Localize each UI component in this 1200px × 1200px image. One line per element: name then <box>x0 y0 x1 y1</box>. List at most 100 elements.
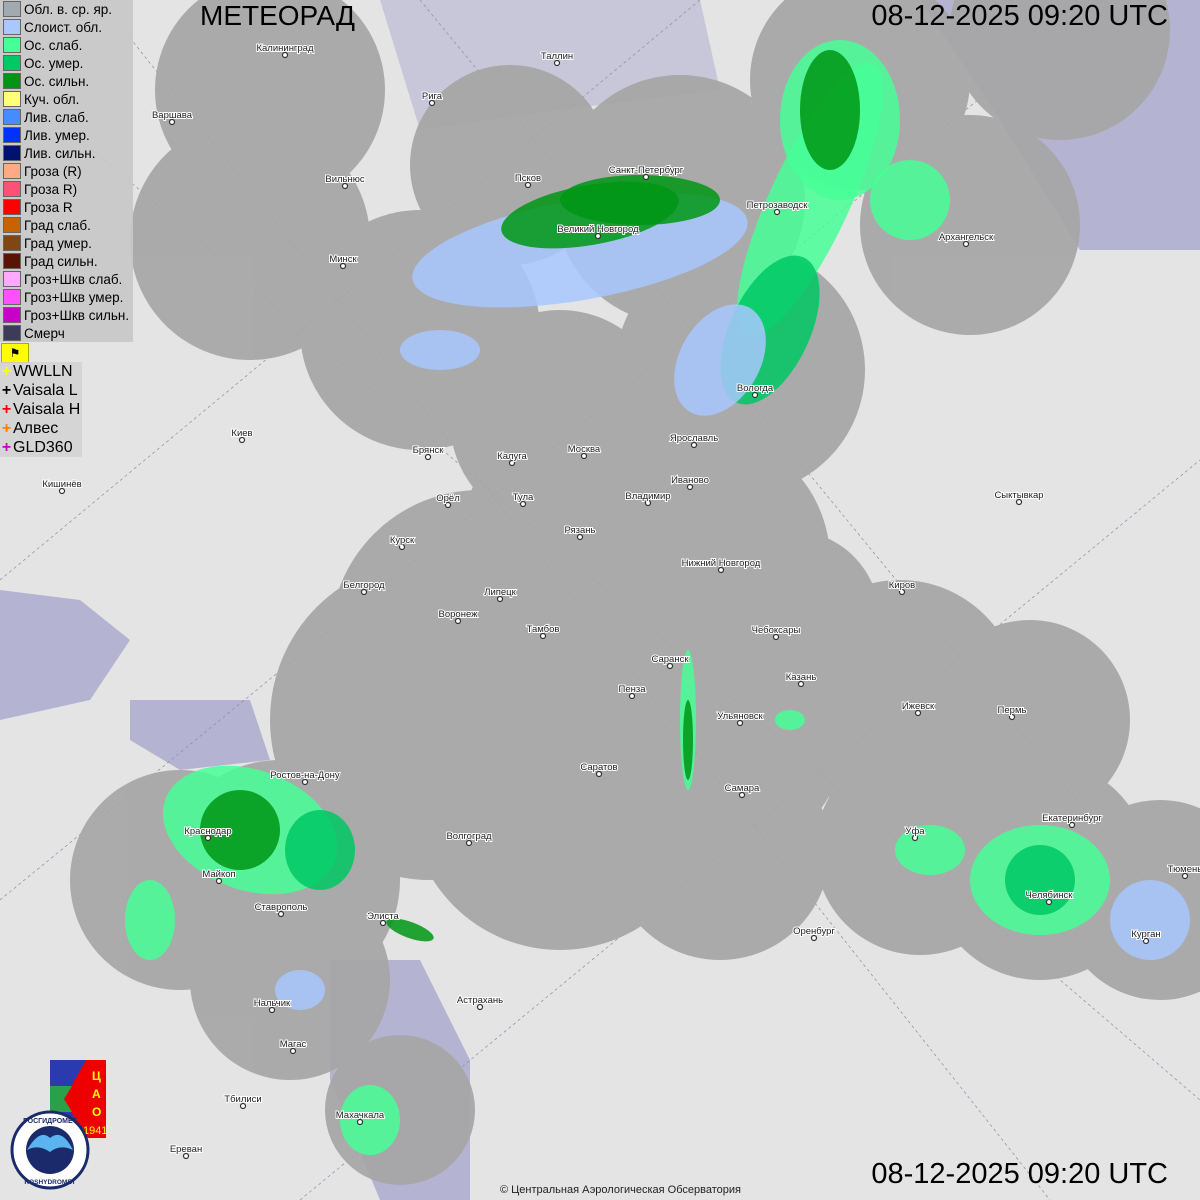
legend-item: Обл. в. ср. яр. <box>0 0 133 18</box>
radar-coverage-circle <box>700 530 880 710</box>
city-marker: Элиста <box>366 910 401 927</box>
city-marker: Пенза <box>618 683 647 700</box>
city-label: Вологда <box>737 383 774 394</box>
legend-swatch <box>3 55 21 71</box>
city-marker: Нальчик <box>253 997 292 1014</box>
lightning-cross-icon: + <box>1 381 12 399</box>
city-label: Киев <box>231 428 252 439</box>
city-marker: Казань <box>785 671 817 688</box>
city-label: Курск <box>390 535 415 546</box>
city-marker: Орёл <box>435 492 461 509</box>
city-marker: Иваново <box>670 474 710 491</box>
city-label: Самара <box>725 783 760 794</box>
precipitation-echo <box>200 790 280 870</box>
legend-swatch <box>3 73 21 89</box>
city-label: Варшава <box>152 110 193 121</box>
city-dot <box>356 1118 364 1126</box>
legend-label: Гроза R <box>24 199 73 215</box>
legend-item: Гроз+Шкв умер. <box>0 288 133 306</box>
city-label: Вильнюс <box>325 174 365 185</box>
city-marker: Санкт-Петербург <box>608 164 685 181</box>
city-label: Тамбов <box>527 624 560 635</box>
city-dot <box>289 1047 297 1055</box>
city-dot <box>738 791 746 799</box>
legend-item: Гроза R <box>0 198 133 216</box>
precipitation-echo <box>285 810 355 890</box>
city-marker: Тамбов <box>526 623 560 640</box>
precipitation-echo <box>800 50 860 170</box>
legend-item: Смерч <box>0 324 133 342</box>
city-dot <box>1142 937 1150 945</box>
city-label: Уфа <box>905 826 925 837</box>
city-label: Казань <box>786 672 817 683</box>
legend-label: Гроз+Шкв умер. <box>24 289 124 305</box>
city-marker: Ростов-на-Дону <box>269 769 341 786</box>
city-marker: Нижний Новгород <box>681 557 762 574</box>
legend-label: Гроз+Шкв сильн. <box>24 307 130 323</box>
city-label: Владимир <box>625 491 670 502</box>
legend-label: Ос. слаб. <box>24 37 83 53</box>
lightning-source: + GLD360 <box>0 438 82 457</box>
city-label: Рязань <box>564 525 595 536</box>
city-labels: Калининград Таллин Рига Варшава Вильнюс Псков… <box>41 42 1200 1160</box>
city-marker: Псков <box>514 172 542 189</box>
city-dot <box>644 499 652 507</box>
city-marker: Таллин <box>540 50 574 67</box>
legend-item: Ос. слаб. <box>0 36 133 54</box>
city-marker: Петрозаводск <box>746 199 809 216</box>
legend-swatch <box>3 307 21 323</box>
city-marker: Курск <box>389 534 416 551</box>
city-label: Ереван <box>170 1144 202 1155</box>
lightning-source: + Vaisala L <box>0 381 82 400</box>
city-marker: Саратов <box>579 761 619 778</box>
city-label: Санкт-Петербург <box>609 165 684 176</box>
flag-icon[interactable]: ⚑ <box>1 343 29 363</box>
city-dot <box>1015 498 1023 506</box>
lightning-label: Vaisala H <box>13 400 81 418</box>
timestamp-bottom: 08-12-2025 09:20 UTC <box>871 1158 1168 1190</box>
legend-swatch <box>3 217 21 233</box>
city-dot <box>595 770 603 778</box>
city-marker: Волгоград <box>445 830 493 847</box>
lightning-source: + Vaisala H <box>0 400 82 419</box>
precipitation-legend: Обл. в. ср. яр. Слоист. обл. Ос. слаб. Ос. … <box>0 0 133 342</box>
legend-item: Гроза (R) <box>0 162 133 180</box>
city-marker: Самара <box>724 782 761 799</box>
svg-text:ROSHYDROMET: ROSHYDROMET <box>24 1179 75 1186</box>
city-marker: Пермь <box>997 704 1027 721</box>
legend-swatch <box>3 19 21 35</box>
city-marker: Магас <box>279 1038 308 1055</box>
city-label: Пенза <box>619 684 647 695</box>
legend-swatch <box>3 163 21 179</box>
precipitation-echo <box>674 304 766 416</box>
lightning-source: + WWLLN <box>0 362 82 381</box>
city-label: Москва <box>568 444 601 455</box>
city-dot <box>690 441 698 449</box>
lightning-cross-icon: + <box>1 400 12 418</box>
legend-item: Ос. сильн. <box>0 72 133 90</box>
map-title: МЕТЕОРАД <box>200 0 355 31</box>
precipitation-echo <box>1005 845 1075 915</box>
legend-label: Лив. слаб. <box>24 109 89 125</box>
legend-swatch <box>3 109 21 125</box>
city-label: Иваново <box>671 475 709 486</box>
precipitation-echo <box>340 1085 400 1155</box>
svg-text:А: А <box>92 1087 101 1101</box>
city-marker: Киров <box>888 579 916 596</box>
city-label: Петрозаводск <box>747 200 809 211</box>
city-marker: Кишинёв <box>41 478 83 495</box>
city-label: Рига <box>422 91 443 102</box>
city-marker: Воронеж <box>438 608 479 625</box>
city-label: Ростов-на-Дону <box>270 770 339 781</box>
city-dot <box>465 839 473 847</box>
city-marker: Чебоксары <box>751 624 801 641</box>
city-marker: Белгород <box>342 579 386 596</box>
city-marker: Екатеринбург <box>1041 812 1103 829</box>
lightning-label: Vaisala L <box>13 381 78 399</box>
precipitation-echo <box>386 918 434 942</box>
city-dot <box>1045 898 1053 906</box>
city-dot <box>238 436 246 444</box>
city-label: Челябинск <box>1026 890 1074 901</box>
precipitation-echo <box>560 175 720 225</box>
